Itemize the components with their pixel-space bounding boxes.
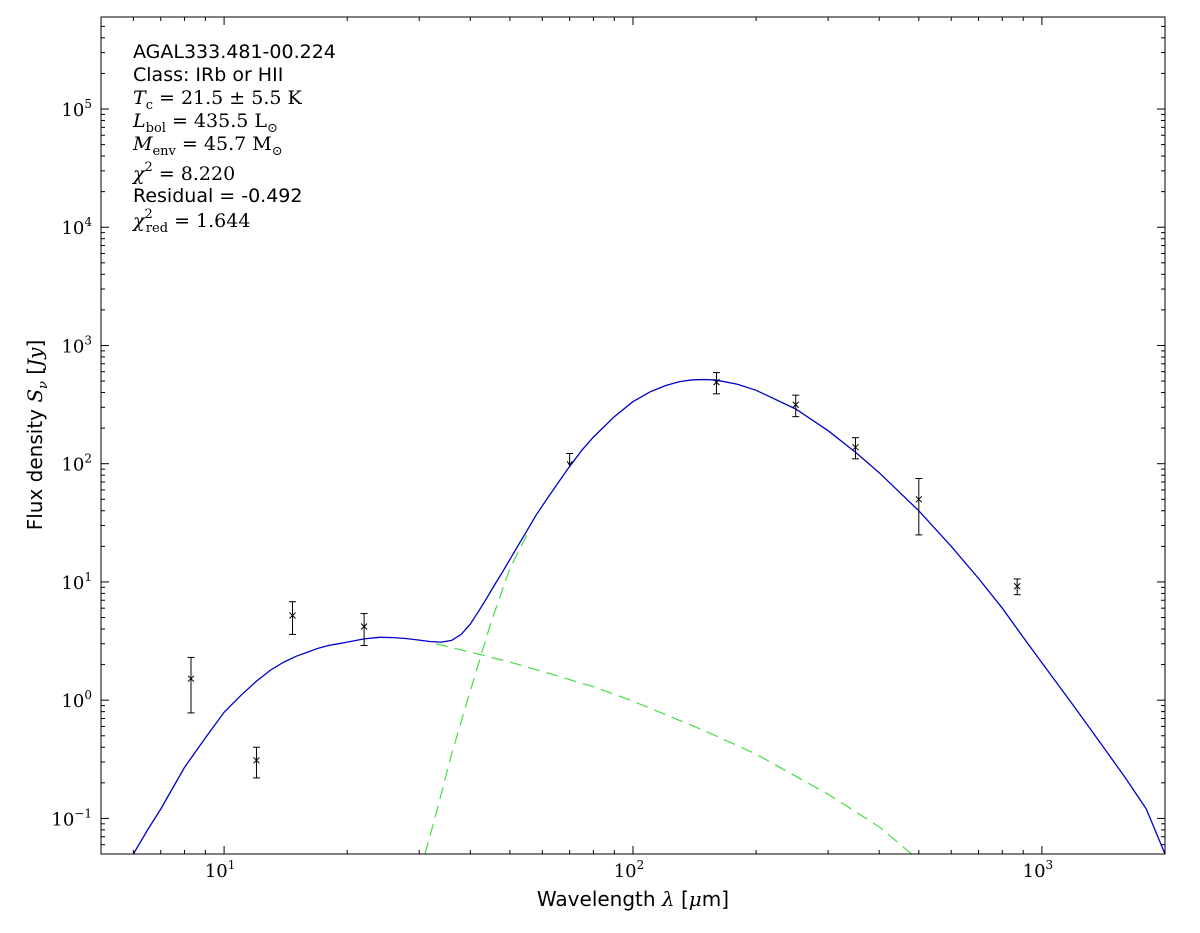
- chi-squared-label: χ2 = 8.220: [131, 160, 235, 185]
- cold-component-line: [424, 534, 528, 854]
- residual-label: Residual = -0.492: [133, 185, 303, 207]
- temperature-label: Tc = 21.5 ± 5.5 K: [133, 87, 303, 113]
- x-tick-label: 103: [1023, 858, 1054, 882]
- data-point: [1013, 578, 1021, 596]
- data-point: [187, 656, 195, 714]
- y-tick-label: 103: [61, 333, 92, 357]
- data-point: [712, 372, 720, 395]
- upper-limit-point: [566, 452, 574, 467]
- envelope-mass-label: Menv = 45.7 M⊙: [132, 133, 283, 159]
- axis-ticks: 101 102 103 10−1 100 101 102 103 104 105: [51, 16, 1166, 882]
- data-point: [360, 613, 368, 647]
- x-axis-label: Wavelength λ [μm]: [537, 887, 729, 911]
- class-label: Class: IRb or HII: [133, 64, 283, 86]
- y-axis-label: Flux density Sν [Jy]: [23, 340, 51, 531]
- fit-annotations: AGAL333.481-00.224 Class: IRb or HII Tc …: [131, 41, 336, 236]
- model-fit: [132, 378, 1165, 854]
- reduced-chi-squared-label: χ2 red = 1.644: [131, 207, 250, 236]
- total-model-line: [132, 378, 1165, 854]
- luminosity-label: Lbol = 435.5 L⊙: [132, 110, 278, 136]
- model-components: [424, 534, 912, 854]
- y-tick-label: 10−1: [51, 806, 92, 830]
- data-point: [792, 394, 800, 418]
- data-points: [187, 372, 1021, 779]
- data-point: [915, 477, 923, 536]
- y-tick-label: 100: [61, 688, 92, 712]
- y-tick-label: 102: [61, 452, 92, 476]
- data-point: [252, 746, 260, 779]
- x-tick-label: 101: [205, 858, 236, 882]
- y-tick-label: 101: [61, 570, 92, 594]
- warm-component-line: [435, 643, 912, 854]
- y-tick-label: 105: [61, 97, 92, 121]
- source-name: AGAL333.481-00.224: [133, 41, 336, 63]
- data-point: [289, 601, 297, 635]
- data-point: [851, 437, 859, 460]
- y-tick-label: 104: [61, 215, 92, 239]
- x-tick-label: 102: [614, 858, 645, 882]
